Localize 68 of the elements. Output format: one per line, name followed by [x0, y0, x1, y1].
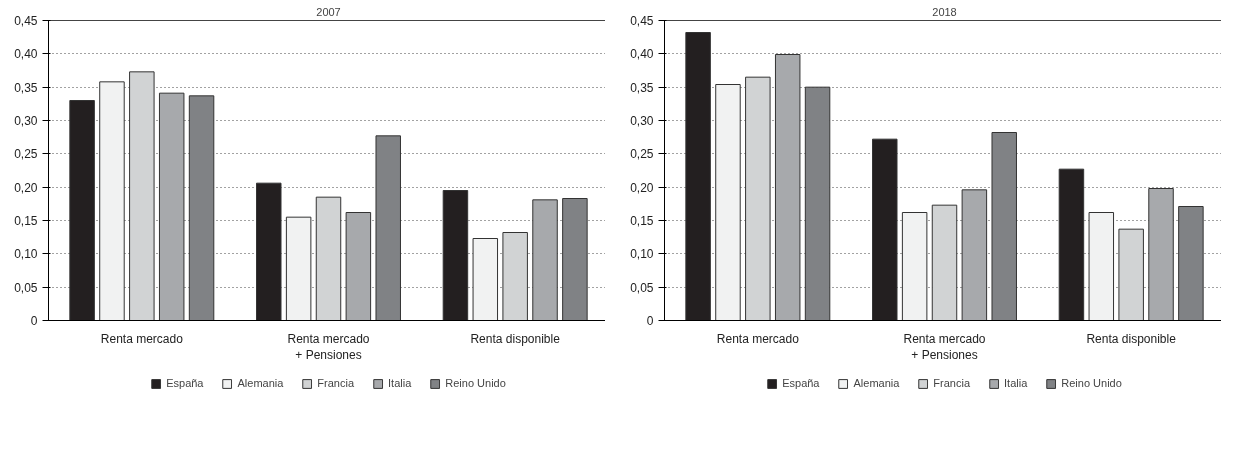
- legend-label: España: [782, 377, 820, 389]
- bar: [1118, 228, 1144, 321]
- bar: [1148, 188, 1174, 321]
- y-tick-label: 0,10: [630, 247, 654, 262]
- y-tick-label: 0,20: [14, 180, 38, 195]
- y-tick-label: 0,15: [14, 214, 38, 228]
- bar: [1058, 168, 1085, 321]
- bar: [872, 138, 898, 321]
- y-tick-label: 0,15: [630, 214, 654, 228]
- bar: [502, 232, 528, 321]
- bar: [961, 189, 988, 321]
- bar: [715, 84, 741, 321]
- bar: [1088, 212, 1115, 321]
- chart-title: 2007: [316, 5, 341, 18]
- bar: [345, 212, 372, 321]
- bar: [532, 199, 558, 321]
- bar: [685, 32, 711, 321]
- bar: [931, 204, 958, 321]
- y-tick-label: 0,10: [14, 247, 38, 262]
- legend-label: Italia: [1004, 377, 1028, 389]
- y-tick-label: 0,45: [14, 14, 38, 28]
- x-tick-label: Renta mercado: [716, 331, 800, 346]
- y-tick-label: 0,35: [630, 80, 654, 95]
- bar: [1178, 206, 1204, 321]
- y-tick-label: 0,25: [14, 147, 38, 162]
- y-tick-label: 0,40: [14, 47, 38, 62]
- x-tick-label: Renta mercado + Pensiones: [287, 331, 370, 363]
- bar: [99, 81, 125, 321]
- x-tick-label: Renta mercado: [100, 331, 184, 346]
- y-tick-label: 0,05: [630, 280, 654, 295]
- chart-title: 2018: [932, 5, 957, 18]
- y-tick-label: 0,30: [630, 114, 654, 128]
- legend-label: Alemania: [853, 377, 900, 389]
- bar: [472, 238, 499, 321]
- bar: [442, 190, 469, 321]
- y-tick-label: 0,40: [630, 47, 654, 62]
- bar: [285, 216, 312, 321]
- bar: [69, 100, 95, 321]
- bar: [188, 95, 215, 321]
- y-tick-label: 0: [646, 314, 654, 328]
- y-tick-label: 0,05: [14, 280, 38, 295]
- legend-label: Francia: [317, 377, 355, 389]
- bar: [158, 92, 185, 321]
- x-tick-label: Renta disponible: [1086, 331, 1177, 346]
- bar: [991, 132, 1017, 321]
- bar: [256, 182, 282, 321]
- bar: [745, 76, 771, 321]
- bar: [774, 54, 801, 321]
- y-tick-label: 0: [30, 314, 38, 328]
- bar: [901, 212, 928, 321]
- y-tick-label: 0,35: [14, 80, 38, 95]
- x-tick-label: Renta mercado + Pensiones: [903, 331, 986, 363]
- bar: [375, 135, 401, 321]
- legend-label: Alemania: [237, 377, 284, 389]
- y-tick-label: 0,30: [14, 114, 38, 128]
- y-tick-label: 0,20: [630, 180, 654, 195]
- bar: [562, 198, 588, 321]
- bar: [804, 86, 831, 321]
- legend-label: Reino Unido: [445, 377, 506, 389]
- y-tick-label: 0,25: [630, 147, 654, 162]
- bar: [129, 71, 155, 321]
- bar: [315, 196, 342, 321]
- y-tick-label: 0,45: [630, 14, 654, 28]
- legend-label: Francia: [933, 377, 971, 389]
- legend-label: Italia: [388, 377, 412, 389]
- x-tick-label: Renta disponible: [470, 331, 561, 346]
- legend-label: Reino Unido: [1061, 377, 1122, 389]
- legend-label: España: [166, 377, 204, 389]
